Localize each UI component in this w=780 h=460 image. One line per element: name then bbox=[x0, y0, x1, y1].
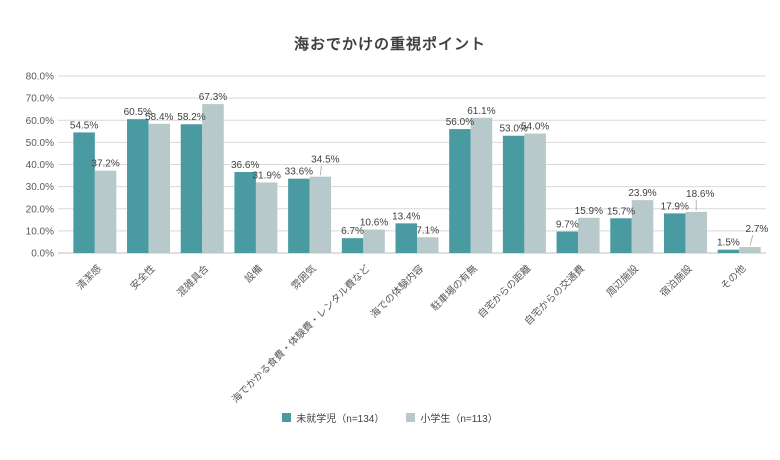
x-tick-label: 雰囲気 bbox=[288, 262, 318, 292]
x-tick-label: その他 bbox=[718, 262, 748, 292]
data-label: 56.0% bbox=[446, 117, 474, 128]
legend-item-preschool: 未就学児（n=134） bbox=[282, 410, 384, 425]
data-label: 18.6% bbox=[686, 189, 714, 200]
y-tick-label: 20.0% bbox=[26, 204, 54, 215]
data-label: 34.5% bbox=[311, 155, 339, 166]
bar bbox=[234, 172, 256, 253]
bar bbox=[610, 218, 632, 253]
data-label: 31.9% bbox=[252, 170, 280, 181]
x-tick-label: 設備 bbox=[242, 262, 265, 285]
data-label: 58.2% bbox=[177, 112, 205, 123]
data-label: 15.7% bbox=[607, 206, 635, 217]
bar bbox=[255, 182, 278, 253]
bar bbox=[685, 211, 707, 253]
data-label: 54.0% bbox=[521, 122, 549, 133]
bar bbox=[556, 231, 579, 253]
chart-legend: 未就学児（n=134） 小学生（n=113） bbox=[0, 410, 780, 425]
data-label: 15.9% bbox=[575, 206, 603, 217]
label-leader-line bbox=[749, 234, 754, 246]
bar bbox=[341, 238, 364, 253]
chart-title: 海おでかけの重視ポイント bbox=[293, 36, 486, 53]
bar bbox=[73, 132, 95, 253]
data-label: 58.4% bbox=[145, 112, 173, 123]
x-tick-label: 周辺施設 bbox=[603, 262, 640, 299]
y-tick-label: 40.0% bbox=[26, 160, 54, 171]
bar bbox=[524, 133, 546, 253]
x-tick-label: 自宅からの距離 bbox=[475, 262, 534, 321]
data-label: 33.6% bbox=[285, 167, 313, 178]
y-tick-label: 70.0% bbox=[26, 94, 54, 105]
bar bbox=[502, 135, 525, 253]
data-label: 10.6% bbox=[360, 218, 388, 229]
bar bbox=[449, 129, 471, 253]
bar bbox=[717, 249, 740, 253]
data-label: 13.4% bbox=[392, 211, 420, 222]
x-tick-label: 混雑具合 bbox=[174, 262, 211, 299]
legend-swatch-elementary-icon bbox=[406, 413, 416, 422]
bar-series-0 bbox=[73, 119, 740, 253]
x-axis-labels: 清潔感 安全性 混雑具合 設備 雰囲気海でかかる食費・体験費・レンタル費など海での体験内… bbox=[74, 262, 749, 406]
bar bbox=[739, 247, 761, 253]
bar bbox=[202, 104, 224, 253]
data-label: 1.5% bbox=[717, 238, 740, 249]
data-label: 17.9% bbox=[661, 201, 689, 212]
data-label: 7.1% bbox=[416, 225, 439, 236]
data-labels-series-1: 37.2%58.4%67.3%31.9%34.5%10.6%7.1%61.1%5… bbox=[91, 92, 769, 246]
data-label: 67.3% bbox=[199, 92, 227, 103]
y-tick-label: 80.0% bbox=[26, 72, 54, 83]
legend-item-elementary: 小学生（n=113） bbox=[406, 410, 498, 425]
bar bbox=[288, 178, 310, 253]
x-tick-label: 安全性 bbox=[127, 262, 157, 292]
data-label: 23.9% bbox=[628, 188, 656, 199]
x-tick-label: 宿泊施設 bbox=[657, 262, 694, 299]
data-label: 37.2% bbox=[91, 159, 119, 170]
y-tick-label: 30.0% bbox=[26, 182, 54, 193]
data-labels-series-0: 54.5% 60.5% 58.2% 36.6% 33.6% 6.7% 13.4% 56.0% 5… bbox=[70, 107, 740, 249]
data-label: 6.7% bbox=[341, 226, 364, 237]
data-label: 60.5% bbox=[124, 107, 152, 118]
data-label: 54.5% bbox=[70, 120, 98, 131]
data-label: 36.6% bbox=[231, 160, 259, 171]
data-label: 61.1% bbox=[467, 106, 495, 117]
data-label: 2.7% bbox=[746, 224, 769, 235]
x-tick-label: 駐車場の有無 bbox=[428, 262, 480, 314]
label-leader-line bbox=[319, 165, 322, 176]
bar bbox=[578, 217, 600, 253]
bar bbox=[180, 124, 203, 253]
bar bbox=[417, 237, 439, 253]
bar bbox=[309, 176, 332, 253]
x-tick-label: 清潔感 bbox=[74, 262, 104, 292]
legend-label-preschool: 未就学児（n=134） bbox=[296, 414, 385, 425]
y-tick-label: 60.0% bbox=[26, 116, 54, 127]
bar bbox=[127, 119, 149, 253]
bar bbox=[470, 117, 493, 253]
bar bbox=[148, 123, 171, 253]
bar-series-1 bbox=[94, 104, 761, 253]
bar bbox=[363, 229, 385, 253]
y-tick-label: 10.0% bbox=[26, 226, 54, 237]
bar bbox=[663, 213, 686, 253]
legend-label-elementary: 小学生（n=113） bbox=[420, 414, 498, 425]
data-label: 9.7% bbox=[556, 220, 579, 231]
data-label: 53.0% bbox=[499, 124, 527, 135]
legend-swatch-preschool-icon bbox=[282, 413, 292, 422]
bar bbox=[94, 170, 117, 253]
bar bbox=[395, 223, 417, 253]
y-tick-label: 50.0% bbox=[26, 138, 54, 149]
y-axis-labels: 0.0% 10.0% 20.0% 30.0% 40.0% 50.0% 60.0% 70.0% 8… bbox=[26, 72, 54, 260]
bar bbox=[631, 200, 654, 253]
x-tick-label: 海での体験内容 bbox=[367, 262, 426, 321]
y-tick-label: 0.0% bbox=[31, 249, 54, 260]
